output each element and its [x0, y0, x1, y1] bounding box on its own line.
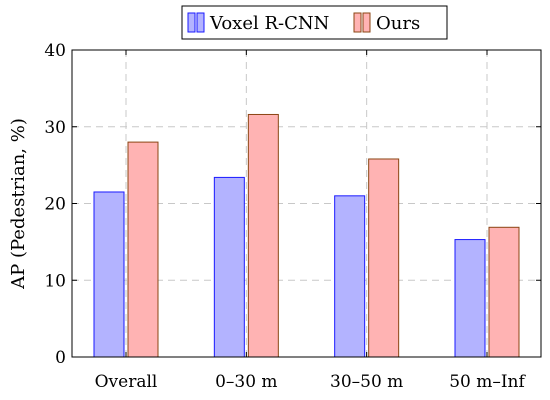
y-ticks: 0 10 20 30 40	[44, 41, 541, 368]
bar	[454, 239, 486, 358]
y-tick-label: 20	[44, 195, 66, 215]
y-axis-label: AP (Pedestrian, %)	[8, 118, 29, 290]
bar	[368, 158, 400, 358]
legend-swatch	[353, 12, 362, 33]
x-ticks: Overall 0–30 m 30–50 m 50 m–Inf	[95, 50, 527, 392]
legend-swatch	[362, 12, 371, 33]
bars-layer	[93, 113, 520, 358]
legend-label: Ours	[376, 13, 420, 34]
y-tick-label: 30	[44, 118, 66, 138]
legend-box	[181, 5, 448, 40]
legend-items: Voxel R-CNN Ours	[187, 12, 420, 34]
x-tick-label: 0–30 m	[215, 372, 277, 392]
y-tick-label: 40	[44, 41, 66, 61]
legend-label: Voxel R-CNN	[209, 13, 329, 34]
bar	[334, 195, 366, 358]
y-tick-label: 0	[55, 348, 66, 368]
legend-swatch	[196, 12, 205, 33]
legend: Voxel R-CNN Ours	[181, 5, 448, 40]
bar	[247, 113, 279, 358]
x-tick-label: 50 m–Inf	[449, 372, 526, 392]
legend-swatch	[187, 12, 196, 33]
x-tick-label: 30–50 m	[330, 372, 403, 392]
bar	[127, 141, 159, 358]
x-tick-label: Overall	[95, 372, 158, 392]
y-tick-label: 10	[44, 271, 66, 291]
bar	[488, 226, 520, 358]
bar	[93, 191, 125, 358]
bar	[213, 176, 245, 358]
